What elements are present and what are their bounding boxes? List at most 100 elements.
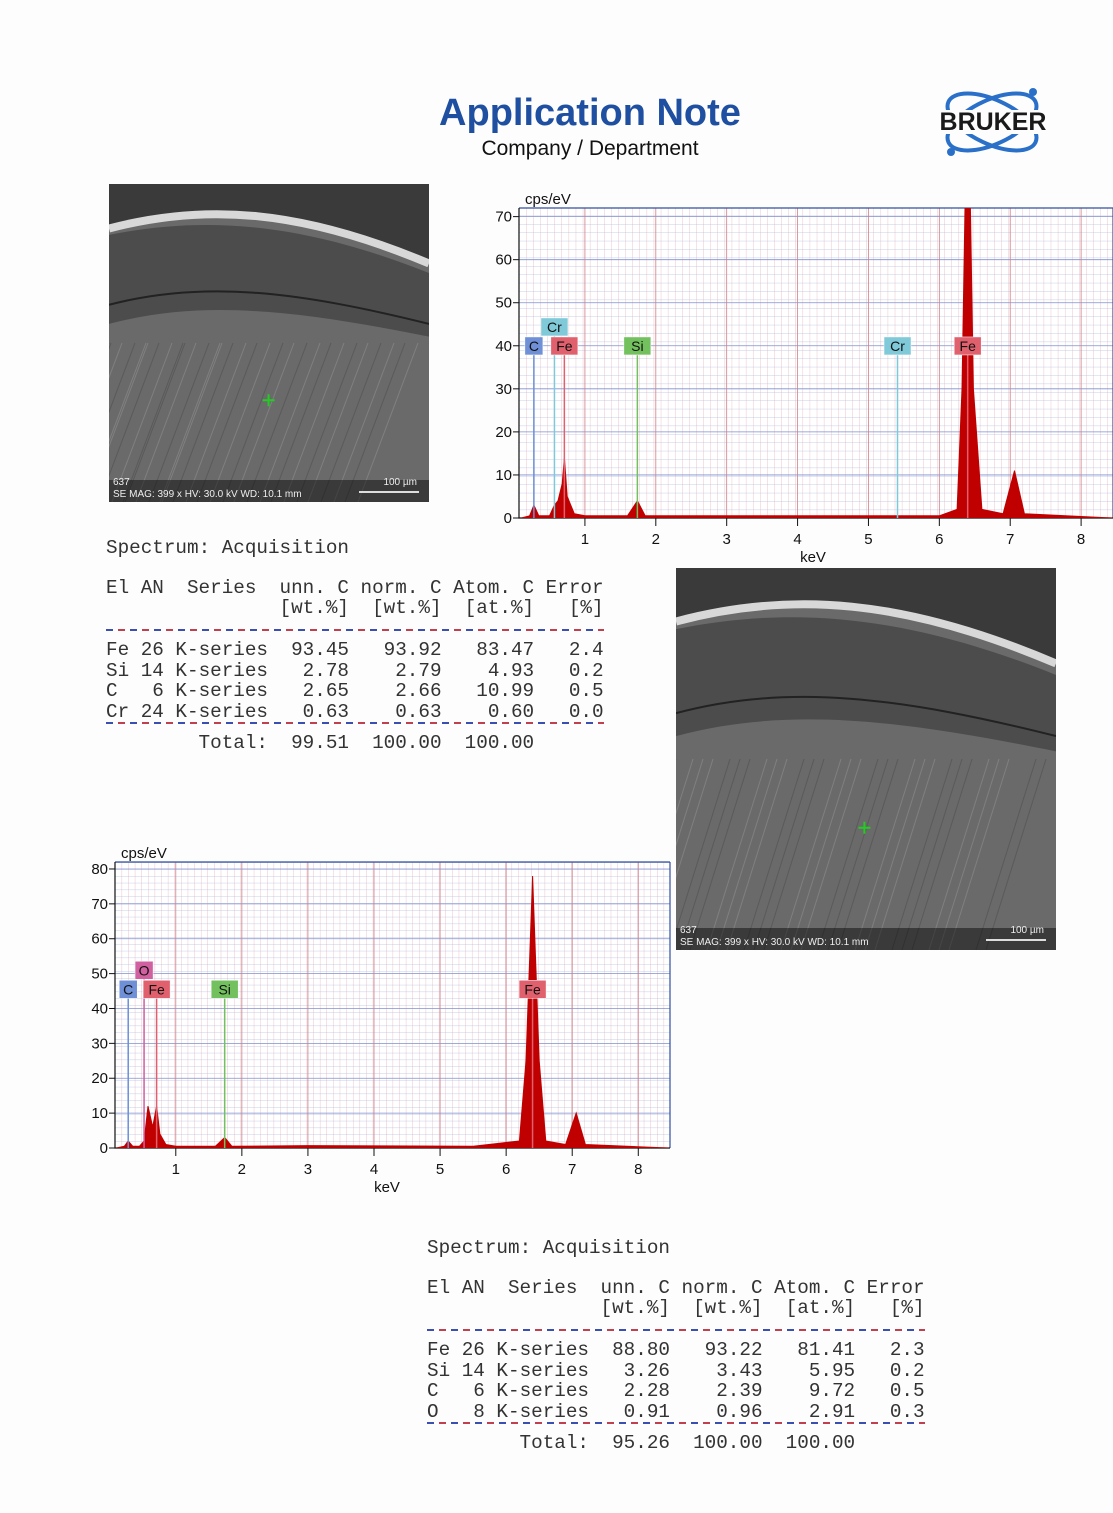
sem-scratch bbox=[283, 342, 345, 502]
image-scale: 100 µm bbox=[383, 477, 417, 488]
sem-scratch bbox=[790, 758, 852, 950]
sem-scratch bbox=[676, 758, 731, 933]
cell: K-series bbox=[496, 1359, 589, 1382]
header-cell: norm. C bbox=[681, 1277, 763, 1299]
y-tick-label: 70 bbox=[495, 209, 512, 226]
element-label: Fe bbox=[960, 338, 977, 354]
header-cell: Series bbox=[186, 577, 257, 599]
y-tick-label: 30 bbox=[91, 1035, 108, 1052]
total-label: Total: bbox=[198, 732, 268, 754]
x-tick-label: 6 bbox=[502, 1161, 510, 1178]
x-axis-label: keV bbox=[800, 549, 826, 566]
unit-cell: [at.%] bbox=[785, 1297, 856, 1319]
x-axis-label: keV bbox=[374, 1179, 400, 1196]
sem-scratch bbox=[333, 342, 395, 502]
y-tick-label: 50 bbox=[91, 966, 108, 983]
x-tick-label: 5 bbox=[864, 531, 872, 548]
total-cell: 100.00 bbox=[372, 732, 442, 754]
sem-layer bbox=[676, 617, 1056, 752]
minor-grid bbox=[519, 208, 1113, 518]
y-axis-label: cps/eV bbox=[121, 845, 167, 862]
cell: K-series bbox=[175, 680, 268, 702]
total-cell: 100.00 bbox=[785, 1432, 856, 1454]
element-tag bbox=[883, 336, 912, 356]
y-tick-label: 20 bbox=[495, 424, 512, 441]
header-cell: El bbox=[427, 1277, 451, 1299]
total-label: Total: bbox=[519, 1432, 589, 1454]
sem-scratch bbox=[679, 758, 741, 950]
sem-graphic bbox=[109, 184, 429, 502]
header-cell: AN bbox=[461, 1277, 485, 1299]
element-tag bbox=[623, 336, 652, 356]
total-cell: 100.00 bbox=[693, 1432, 763, 1454]
cell: 14 bbox=[461, 1359, 485, 1382]
sem-scratch bbox=[911, 758, 973, 950]
sem-scratch bbox=[676, 758, 714, 879]
element-tag bbox=[118, 980, 138, 999]
element-tag bbox=[518, 980, 547, 999]
element-tag bbox=[540, 317, 569, 337]
x-tick-label: 8 bbox=[634, 1161, 642, 1178]
sem-scratch bbox=[753, 758, 815, 950]
x-tick-label: 2 bbox=[238, 1161, 246, 1178]
sem-scratch bbox=[111, 342, 173, 502]
element-tag bbox=[953, 336, 982, 356]
unit-cell: [wt.%] bbox=[693, 1297, 763, 1319]
header-cell: AN bbox=[140, 577, 164, 599]
sem-edge bbox=[109, 210, 429, 268]
sem-cursor bbox=[858, 821, 871, 834]
y-tick-label: 60 bbox=[495, 252, 512, 269]
sem-scratch bbox=[948, 758, 1010, 950]
cell: 0.2 bbox=[568, 659, 604, 682]
cell: 2.39 bbox=[716, 1380, 763, 1402]
cell: 81.41 bbox=[797, 1339, 856, 1361]
sem-scratch bbox=[109, 342, 147, 443]
sem-graphic bbox=[676, 568, 1056, 950]
sem-scratch bbox=[233, 342, 295, 502]
sem-scratch bbox=[891, 758, 953, 950]
sem-image: 637 SE MAG: 399 x HV: 30.0 kV WD: 10.1 mm… bbox=[109, 184, 429, 502]
cell: 0.0 bbox=[568, 700, 604, 723]
sem-scratch bbox=[320, 342, 382, 502]
unit-cell: [%] bbox=[889, 1297, 925, 1319]
y-tick-label: 10 bbox=[91, 1105, 108, 1122]
cell: 0.63 bbox=[395, 700, 442, 723]
cell: K-series bbox=[496, 1339, 589, 1361]
cell: 0.96 bbox=[716, 1400, 763, 1423]
sem-scratch bbox=[172, 342, 234, 502]
sem-bar bbox=[676, 928, 1056, 950]
sem-scratch bbox=[676, 758, 694, 815]
element-label: C bbox=[123, 981, 133, 997]
header-cell: Error bbox=[866, 1277, 925, 1299]
header-cell: unn. C bbox=[279, 577, 349, 599]
header-cell: unn. C bbox=[600, 1277, 670, 1299]
x-tick-label: 4 bbox=[370, 1161, 378, 1178]
cell: 8 bbox=[473, 1400, 485, 1423]
element-label: Fe bbox=[556, 338, 573, 354]
cell: 2.79 bbox=[395, 659, 442, 682]
sem-scratch bbox=[837, 758, 899, 950]
sem-scratch bbox=[357, 342, 419, 502]
cell: 88.80 bbox=[612, 1339, 670, 1361]
cell: 83.47 bbox=[476, 639, 535, 661]
element-label: O bbox=[139, 962, 150, 978]
cell: K-series bbox=[496, 1380, 589, 1402]
y-tick-label: 40 bbox=[91, 1000, 108, 1017]
y-tick-label: 0 bbox=[100, 1140, 108, 1157]
sem-scratch bbox=[246, 342, 308, 502]
cell: Fe bbox=[106, 639, 130, 661]
sem-top bbox=[676, 568, 1056, 664]
cell: 2.65 bbox=[302, 680, 349, 702]
cell: 2.4 bbox=[568, 639, 604, 661]
cell: K-series bbox=[175, 639, 268, 661]
y-tick-label: 40 bbox=[495, 338, 512, 355]
total-cell: 99.51 bbox=[291, 732, 349, 754]
sem-layer bbox=[109, 224, 429, 337]
cell: K-series bbox=[175, 659, 268, 682]
table-title: Spectrum: Acquisition bbox=[427, 1237, 670, 1259]
sem-scratch bbox=[780, 758, 842, 950]
y-tick-label: 0 bbox=[504, 510, 512, 527]
x-tick-label: 3 bbox=[304, 1161, 312, 1178]
y-tick-label: 10 bbox=[495, 467, 512, 484]
